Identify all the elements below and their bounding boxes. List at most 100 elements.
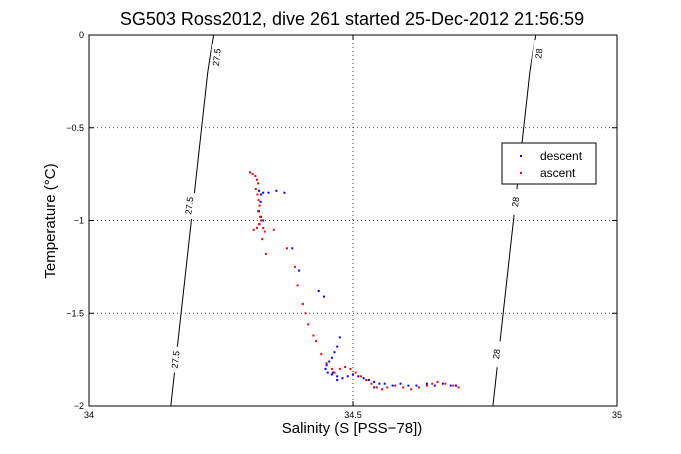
- density-contours: 27.5 27.5 27.5 28 28 28: [168, 34, 547, 407]
- contour-label-0-0: 27.5: [211, 48, 223, 67]
- ascent-point-49: [444, 382, 447, 385]
- descent-point-28: [357, 375, 360, 378]
- x-tick-label-1: 34.5: [344, 410, 362, 420]
- descent-point-18: [330, 356, 333, 359]
- ascent-point-40: [381, 388, 383, 391]
- descent-point-45: [331, 371, 334, 374]
- ascent-point-47: [431, 382, 434, 385]
- ascent-point-1: [251, 173, 254, 176]
- ascent-point-10: [259, 215, 262, 218]
- descent-point-44: [336, 379, 339, 381]
- descent-point-41: [449, 384, 452, 387]
- y-tick-label-1: −1.5: [66, 308, 84, 318]
- contour-label-bg: [508, 188, 524, 216]
- descent-point-20: [325, 364, 328, 367]
- ascent-point-13: [255, 226, 258, 229]
- descent-point-36: [407, 384, 410, 387]
- y-tick-label-3: −0.5: [66, 123, 84, 133]
- descent-point-17: [333, 351, 336, 354]
- ascent-point-2: [254, 175, 257, 177]
- ascent-point-0: [249, 171, 251, 174]
- descent-point-16: [336, 345, 339, 348]
- ascent-point-30: [330, 367, 333, 370]
- contour-label-bg: [181, 192, 197, 220]
- ascent-point-46: [425, 384, 428, 387]
- descent-point-0: [258, 189, 260, 192]
- ascent-point-3: [255, 178, 258, 181]
- ascent-point-21: [293, 265, 296, 268]
- grid-lines: [89, 35, 617, 406]
- contour-label-1-2: 28: [491, 349, 502, 360]
- descent-point-8: [267, 191, 270, 194]
- ascent-point-51: [457, 386, 460, 389]
- descent-point-21: [324, 367, 327, 370]
- ascent-point-50: [452, 384, 455, 387]
- descent-point-34: [391, 384, 394, 387]
- ascent-point-17: [261, 238, 264, 241]
- contour-label-bg: [168, 346, 184, 374]
- ascent-point-16: [263, 230, 266, 233]
- contour-label-1-1: 28: [510, 196, 521, 207]
- ascent-point-11: [260, 219, 263, 222]
- legend-box: [501, 142, 597, 185]
- ascent-point-48: [436, 380, 439, 383]
- descent-point-15: [338, 336, 341, 339]
- x-tick-label-2: 35: [612, 410, 622, 420]
- contour-label-0-1: 27.5: [183, 196, 195, 215]
- ascent-point-41: [386, 386, 389, 389]
- data-points: [249, 171, 460, 391]
- y-tick-label-2: −1: [74, 216, 84, 226]
- x-tick-label-0: 34: [84, 410, 94, 420]
- descent-point-39: [433, 384, 436, 387]
- contour-label-1-0: 28: [533, 48, 544, 59]
- ascent-point-38: [370, 382, 373, 385]
- ascent-point-35: [354, 371, 357, 374]
- legend-marker-descent: [520, 155, 522, 157]
- descent-point-26: [346, 375, 349, 378]
- descent-point-19: [328, 360, 331, 363]
- contour-label-bg: [209, 43, 225, 71]
- ascent-point-36: [359, 375, 362, 378]
- ascent-point-22: [296, 284, 299, 287]
- ascent-point-15: [262, 226, 265, 229]
- descent-point-43: [373, 386, 376, 389]
- descent-point-32: [378, 382, 381, 385]
- descent-point-38: [425, 382, 428, 385]
- ascent-point-18: [264, 252, 267, 255]
- ascent-point-28: [320, 353, 323, 356]
- descent-point-12: [298, 269, 301, 272]
- legend-label-descent: descent: [540, 149, 583, 163]
- ascent-point-9: [257, 210, 259, 213]
- ascent-point-24: [304, 312, 307, 315]
- ascent-point-5: [254, 188, 257, 190]
- descent-point-9: [275, 189, 278, 192]
- descent-point-30: [367, 379, 370, 381]
- x-axis-label: Salinity (S [PSS−78]): [282, 420, 422, 437]
- ascent-point-7: [257, 199, 260, 202]
- ascent-point-39: [375, 386, 378, 389]
- descent-point-24: [336, 375, 339, 378]
- descent-point-1: [260, 193, 263, 196]
- y-tick-label-0: −2: [74, 401, 84, 411]
- ascent-point-44: [410, 388, 413, 391]
- ascent-point-42: [394, 384, 397, 387]
- descent-point-31: [373, 380, 376, 383]
- legend: descent ascent: [501, 142, 597, 185]
- ascent-point-14: [252, 228, 255, 231]
- ascent-point-19: [272, 228, 275, 231]
- descent-point-33: [383, 382, 386, 385]
- contour-label-bg: [531, 39, 547, 68]
- ascent-point-31: [333, 371, 336, 374]
- descent-point-22: [326, 371, 329, 374]
- ascent-point-23: [301, 303, 304, 305]
- ascent-point-27: [315, 340, 317, 343]
- descent-point-37: [415, 384, 418, 387]
- ascent-point-43: [402, 386, 405, 389]
- descent-point-27: [352, 373, 354, 376]
- ascent-point-32: [338, 367, 341, 370]
- descent-point-35: [399, 382, 402, 385]
- y-tick-label-4: 0: [79, 30, 84, 40]
- y-axis-label: Temperature (°C): [42, 163, 59, 278]
- descent-point-6: [262, 219, 265, 222]
